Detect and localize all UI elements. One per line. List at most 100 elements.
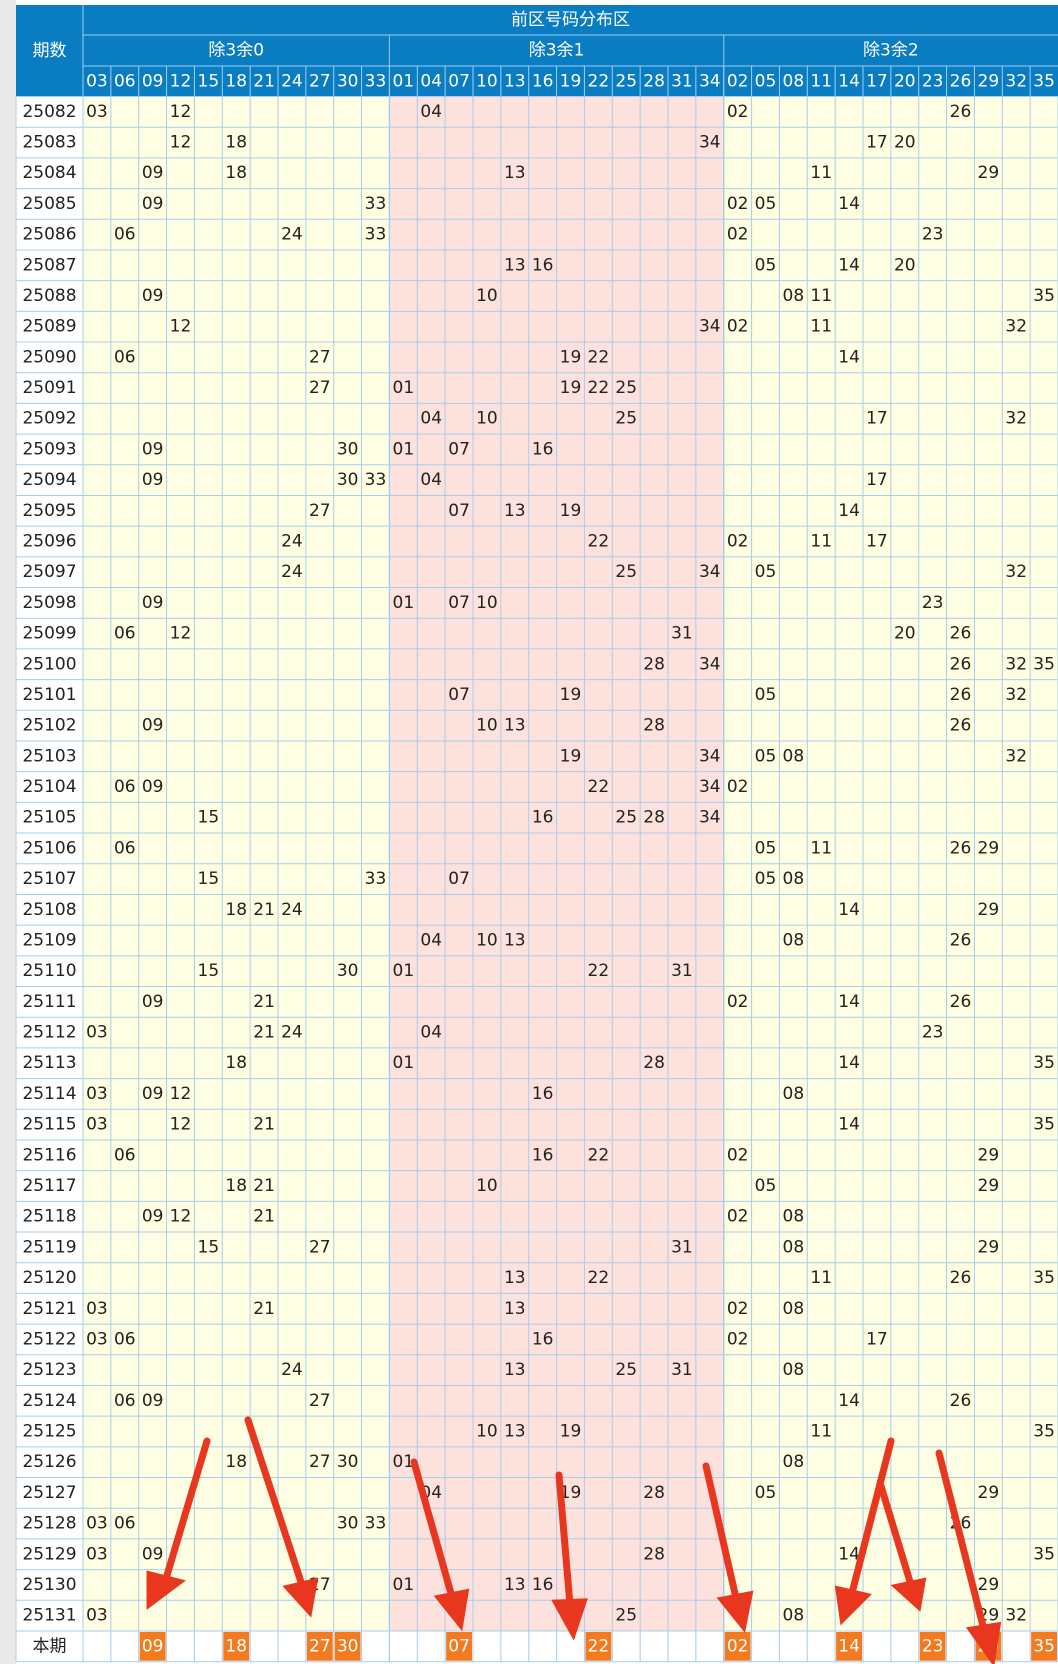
- arrow-head: [551, 1598, 588, 1641]
- drawn-number: 25: [615, 1606, 637, 1626]
- period: 25108: [22, 900, 76, 920]
- drawn-number: 10: [476, 1422, 498, 1442]
- drawn-number: 11: [810, 1268, 832, 1288]
- current-cell: [919, 1632, 946, 1661]
- drawn-number: 26: [950, 716, 972, 736]
- drawn-number: 03: [86, 1299, 108, 1319]
- drawn-number: 06: [114, 347, 136, 367]
- drawn-number: 10: [476, 286, 498, 306]
- period: 25104: [22, 777, 76, 797]
- period: 25124: [22, 1391, 76, 1411]
- drawn-number: 29: [978, 1176, 1000, 1196]
- period: 25098: [22, 593, 76, 613]
- current-cell: [836, 1632, 862, 1661]
- period: 25111: [22, 992, 76, 1012]
- column-header: 26: [950, 71, 972, 91]
- arrow: [935, 1449, 988, 1634]
- drawn-number: 14: [838, 1391, 860, 1411]
- arrow-head: [965, 1621, 1002, 1664]
- drawn-number: 34: [699, 133, 721, 153]
- column-header: 12: [170, 71, 192, 91]
- drawn-number: 25: [615, 1360, 637, 1380]
- period: 25106: [22, 838, 76, 858]
- drawn-number: 25: [615, 409, 637, 429]
- drawn-number: 16: [532, 1084, 554, 1104]
- drawn-number: 03: [86, 102, 108, 122]
- drawn-number: 13: [504, 1299, 526, 1319]
- drawn-number: 05: [755, 562, 777, 582]
- drawn-number: 10: [476, 1176, 498, 1196]
- period: 25099: [22, 624, 76, 644]
- drawn-number: 17: [866, 470, 888, 490]
- drawn-number: 19: [560, 685, 582, 705]
- drawn-number: 20: [894, 255, 916, 275]
- drawn-number: 14: [838, 1053, 860, 1073]
- drawn-number: 29: [978, 163, 1000, 183]
- drawn-number: 14: [838, 1544, 860, 1564]
- drawn-number: 08: [783, 1360, 805, 1380]
- column-header: 28: [643, 71, 665, 91]
- column-header: 22: [588, 71, 610, 91]
- drawn-number: 22: [588, 777, 610, 797]
- drawn-number: 18: [225, 1452, 247, 1472]
- period: 25122: [22, 1329, 76, 1349]
- drawn-number: 02: [727, 1329, 749, 1349]
- drawn-number: 27: [309, 347, 331, 367]
- current-number: 07: [448, 1636, 470, 1656]
- arrow-head: [146, 1570, 186, 1610]
- drawn-number: 02: [727, 102, 749, 122]
- period: 25096: [22, 532, 76, 552]
- drawn-number: 10: [476, 593, 498, 613]
- drawn-number: 29: [978, 838, 1000, 858]
- drawn-number: 07: [448, 593, 470, 613]
- drawn-number: 23: [922, 1023, 944, 1043]
- drawn-number: 12: [170, 133, 192, 153]
- drawn-number: 33: [365, 470, 387, 490]
- drawn-number: 01: [393, 1053, 415, 1073]
- arrow-head: [282, 1577, 319, 1618]
- drawn-number: 09: [142, 593, 164, 613]
- drawn-number: 13: [504, 1422, 526, 1442]
- drawn-number: 34: [699, 746, 721, 766]
- column-header: 01: [393, 71, 415, 91]
- drawn-number: 21: [253, 1299, 275, 1319]
- period: 25107: [22, 869, 76, 889]
- period: 25119: [22, 1237, 76, 1257]
- drawn-number: 31: [671, 624, 693, 644]
- drawn-number: 20: [894, 624, 916, 644]
- drawn-number: 32: [1005, 746, 1027, 766]
- drawn-number: 08: [783, 1207, 805, 1227]
- period: 25100: [22, 654, 76, 674]
- drawn-number: 03: [86, 1514, 108, 1534]
- current-cell: [446, 1632, 472, 1661]
- drawn-number: 34: [699, 808, 721, 828]
- drawn-number: 26: [950, 992, 972, 1012]
- drawn-number: 04: [420, 1023, 442, 1043]
- drawn-number: 11: [810, 317, 832, 337]
- column-header: 19: [560, 71, 582, 91]
- period: 25085: [22, 194, 76, 214]
- period-bg: [16, 96, 83, 1662]
- drawn-number: 26: [950, 838, 972, 858]
- drawn-number: 15: [198, 961, 220, 981]
- drawn-number: 30: [337, 1452, 359, 1472]
- drawn-number: 33: [365, 869, 387, 889]
- period: 25092: [22, 409, 76, 429]
- drawn-number: 05: [755, 255, 777, 275]
- column-header: 07: [448, 71, 470, 91]
- drawn-number: 12: [170, 1207, 192, 1227]
- drawn-number: 16: [532, 1145, 554, 1165]
- arrow: [848, 1437, 895, 1597]
- drawn-number: 16: [532, 1575, 554, 1595]
- drawn-number: 26: [950, 1391, 972, 1411]
- drawn-number: 22: [588, 378, 610, 398]
- drawn-number: 30: [337, 470, 359, 490]
- drawn-number: 17: [866, 409, 888, 429]
- current-number: 09: [142, 1636, 164, 1656]
- drawn-number: 28: [643, 654, 665, 674]
- drawn-number: 14: [838, 194, 860, 214]
- column-header: 03: [86, 71, 108, 91]
- drawn-number: 06: [114, 1145, 136, 1165]
- current-cell: [1031, 1632, 1057, 1661]
- drawn-number: 32: [1005, 317, 1027, 337]
